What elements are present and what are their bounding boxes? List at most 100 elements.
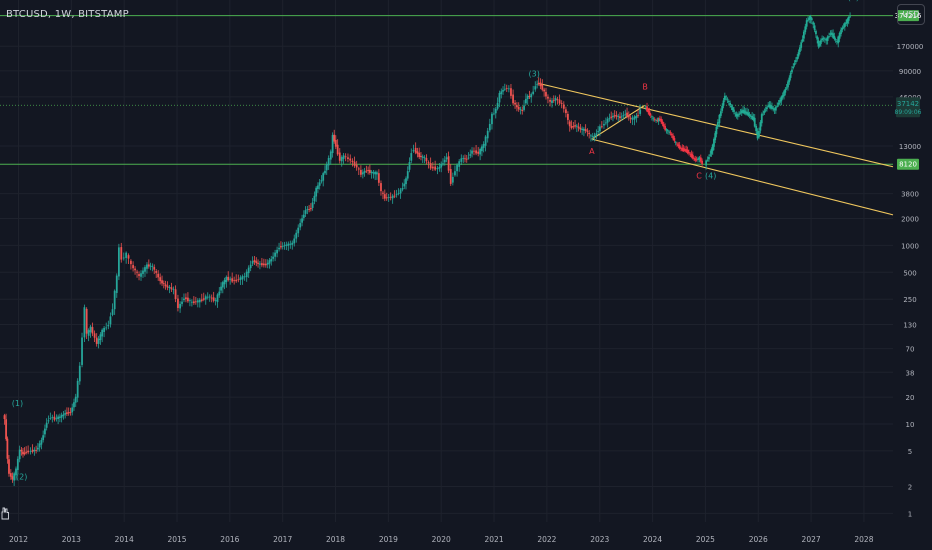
candle-body: [120, 247, 123, 260]
candle-body: [579, 127, 582, 130]
candle-body: [581, 128, 584, 131]
candle-body: [162, 283, 165, 285]
candle-body: [826, 36, 829, 41]
candle-body: [637, 115, 639, 116]
candle-body: [438, 166, 441, 169]
candle-body: [766, 107, 768, 110]
candle-body: [714, 133, 717, 141]
candle-body: [270, 258, 273, 262]
candle-body: [738, 113, 741, 115]
x-axis-tick-label: 2016: [220, 535, 239, 544]
candle-body: [268, 260, 271, 264]
candle-body: [55, 418, 58, 420]
candle-body: [31, 449, 34, 452]
candle-body: [132, 265, 134, 269]
candle-body: [420, 155, 422, 157]
candle-body: [752, 117, 755, 120]
candle-body: [467, 157, 470, 159]
candle-body: [103, 327, 105, 333]
candle-body: [556, 99, 559, 101]
candle-body: [367, 169, 370, 171]
candle-body: [218, 291, 221, 296]
candle-body: [27, 450, 30, 453]
candle-body: [739, 112, 742, 114]
y-axis-tick-label: 13000: [899, 143, 921, 151]
candle-body: [8, 459, 10, 474]
candle-body: [406, 171, 409, 179]
currency-button[interactable]: USD: [897, 4, 925, 25]
candle-body: [18, 449, 21, 460]
candle-body: [574, 125, 576, 127]
candle-body: [660, 118, 663, 122]
candle-body: [405, 178, 407, 185]
candle-body: [377, 173, 380, 183]
candle-body: [101, 329, 104, 337]
candle-body: [526, 95, 529, 100]
candle-body: [633, 116, 636, 120]
candle-body: [805, 20, 808, 27]
candle-body: [403, 183, 406, 187]
candle-body: [125, 252, 128, 259]
candle-body: [368, 169, 371, 173]
candle-body: [718, 114, 721, 124]
candle-body: [565, 109, 567, 114]
candle-body: [684, 149, 686, 152]
candle-body: [161, 280, 163, 284]
candle-body: [817, 40, 820, 47]
candle-body: [680, 148, 682, 149]
candle-body: [74, 396, 77, 403]
candle-body: [719, 111, 722, 116]
candle-body: [376, 172, 378, 175]
candle-body: [445, 157, 448, 160]
candle-body: [257, 262, 259, 264]
candle-body: [13, 473, 16, 481]
x-axis-tick-label: 2025: [696, 535, 715, 544]
candle-body: [792, 66, 795, 68]
candle-body: [462, 158, 465, 159]
candle-body: [721, 105, 724, 111]
candle-body: [208, 296, 211, 298]
candle-body: [243, 276, 246, 278]
candle-body: [493, 113, 495, 115]
candle-body: [685, 149, 688, 152]
candle-body: [622, 115, 625, 116]
y-axis-tick-label: 5: [908, 448, 912, 456]
price-label-badge: [897, 158, 919, 170]
candle-body: [807, 19, 809, 21]
candle-body: [582, 128, 585, 131]
channel-trend-line: [538, 82, 894, 168]
candle-body: [541, 84, 544, 90]
candle-body: [20, 449, 23, 452]
candle-body: [251, 261, 254, 264]
candle-body: [416, 151, 419, 154]
candle-body: [481, 146, 483, 152]
candle-body: [619, 116, 621, 119]
candle-body: [528, 96, 531, 98]
candle-body: [355, 164, 358, 168]
candle-body: [249, 264, 252, 269]
candle-body: [107, 324, 110, 327]
candle-body: [656, 120, 659, 122]
candle-body: [174, 289, 177, 300]
candle-body: [825, 38, 828, 41]
countdown-text: 89:09:06: [895, 109, 922, 116]
candle-body: [475, 150, 477, 154]
candle-body: [283, 245, 286, 247]
candle-body: [756, 131, 759, 139]
candle-body: [624, 113, 627, 115]
y-axis-tick-label: 250: [903, 296, 916, 304]
candle-body: [357, 168, 360, 170]
candle-body: [664, 126, 667, 130]
candle-body: [147, 264, 150, 267]
candle-body: [3, 415, 6, 420]
candle-body: [710, 149, 713, 154]
candle-body: [593, 135, 596, 137]
candle-body: [44, 428, 46, 435]
wave-label: (4): [705, 172, 716, 181]
candle-body: [537, 82, 540, 85]
candle-body: [534, 86, 537, 90]
candle-body: [395, 194, 398, 196]
candle-body: [138, 274, 140, 276]
candle-body: [177, 298, 179, 308]
